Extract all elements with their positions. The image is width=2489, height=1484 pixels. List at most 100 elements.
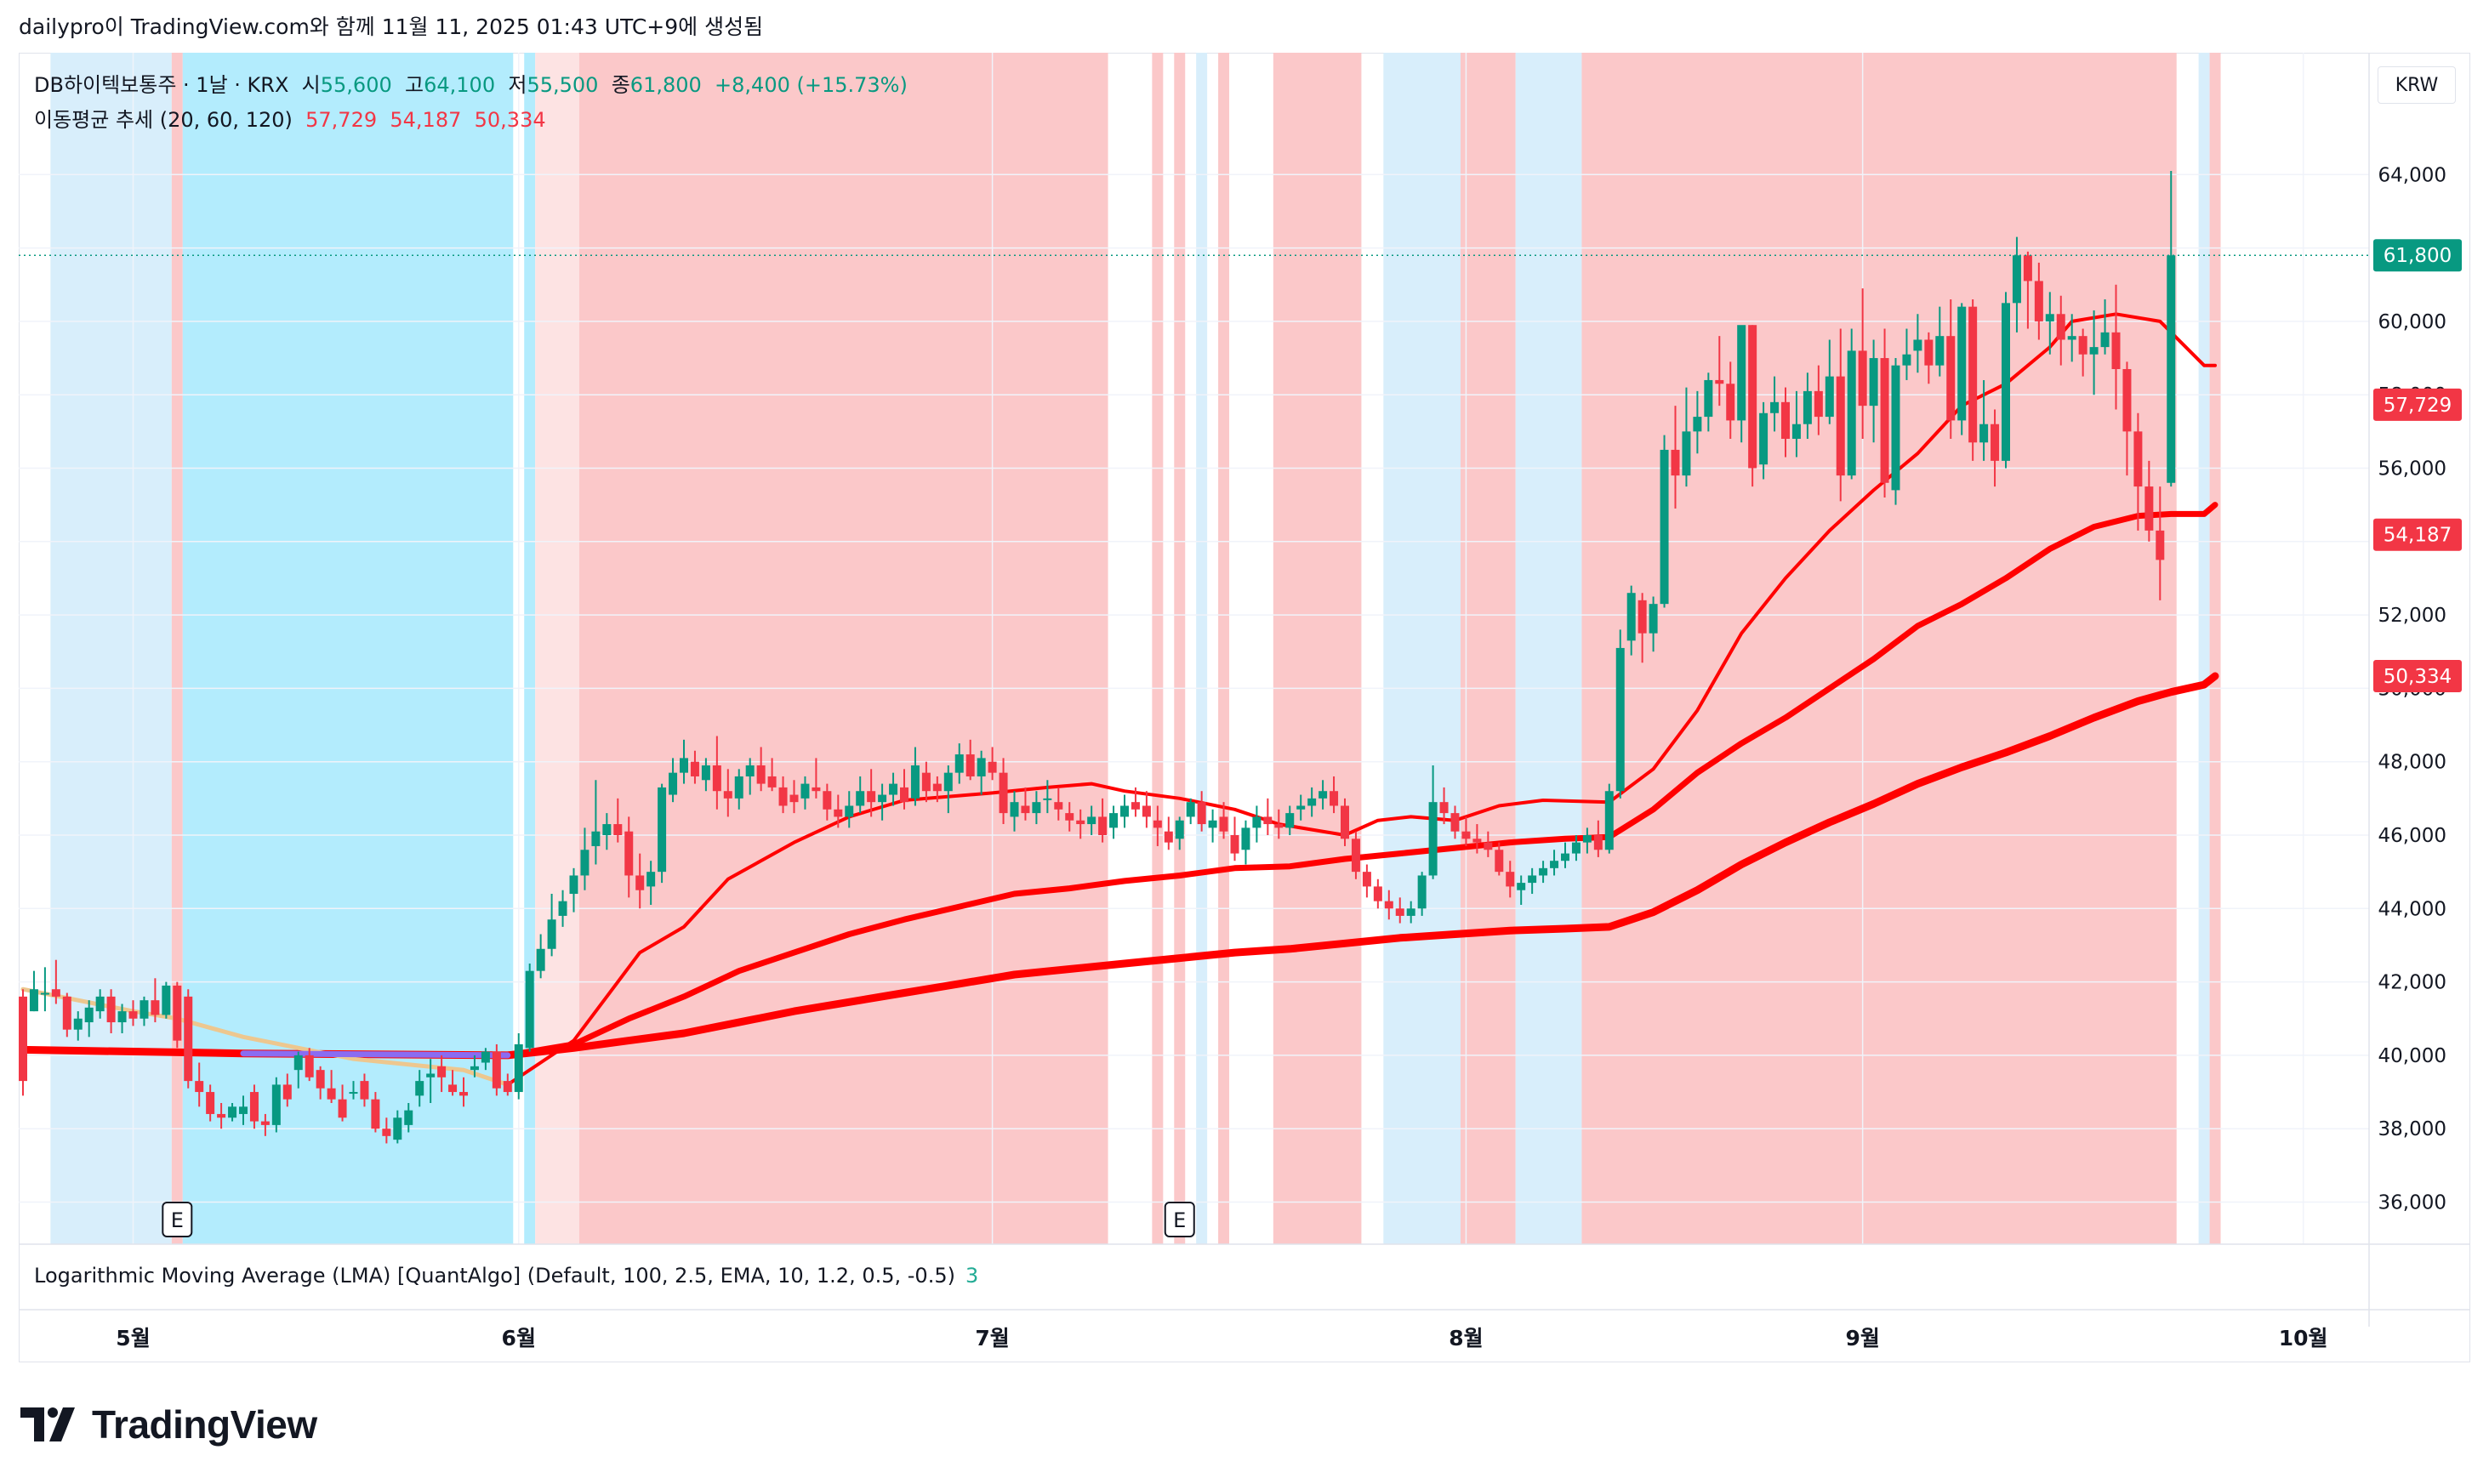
candle (1120, 794, 1129, 828)
candle-body (690, 761, 699, 776)
x-tick-label: 6월 (502, 1326, 536, 1350)
candle (613, 798, 623, 843)
indicator-title[interactable]: Logarithmic Moving Average (LMA) [QuantA… (34, 1264, 955, 1288)
candle (921, 761, 931, 803)
candle-body (1847, 350, 1856, 476)
candle (2144, 460, 2154, 542)
high-label: 고 (405, 73, 424, 97)
candle (965, 739, 975, 781)
candle (206, 1084, 215, 1122)
candle-body (1660, 449, 1669, 605)
open-value: 55,600 (320, 73, 392, 97)
candle (1208, 809, 1217, 843)
candle (1979, 379, 1989, 461)
candle (1495, 842, 1504, 876)
candle (1065, 802, 1074, 832)
candle (282, 1073, 292, 1107)
price-tag (2373, 659, 2462, 692)
candle (900, 769, 908, 810)
candle (151, 978, 160, 1023)
candle-body (2023, 255, 2032, 281)
candle (2067, 314, 2076, 362)
candle (371, 1092, 380, 1133)
candle (393, 1110, 402, 1144)
candle-body (293, 1055, 303, 1071)
x-tick-label: 8월 (1449, 1326, 1483, 1350)
y-tick-label: 52,000 (2378, 605, 2446, 627)
candle (1726, 361, 1735, 439)
earnings-marker[interactable]: E (1164, 1202, 1195, 1237)
currency-button[interactable]: KRW (2378, 66, 2456, 104)
candle-body (1208, 820, 1217, 828)
candle-body (1571, 842, 1581, 854)
open-label: 시 (301, 73, 321, 97)
candle-body (1582, 835, 1592, 843)
zone-bull (1152, 53, 1164, 1244)
candle (569, 867, 578, 913)
y-tick-label: 60,000 (2378, 311, 2446, 333)
candle-body (1825, 376, 1834, 418)
close-value: 61,800 (629, 73, 702, 97)
candle-body (282, 1084, 292, 1100)
candle-body (1649, 604, 1658, 634)
candle (2012, 236, 2021, 333)
candle-body (1362, 872, 1371, 887)
candle (1484, 831, 1493, 857)
candle-body (393, 1117, 402, 1140)
candle (1043, 780, 1052, 814)
candle (1230, 816, 1239, 861)
candle (415, 1070, 424, 1107)
candle-body (669, 772, 678, 795)
candle (745, 758, 755, 795)
candle-body (459, 1092, 468, 1096)
candle-body (1671, 449, 1680, 476)
candle-body (613, 824, 623, 835)
candle (1241, 820, 1250, 865)
earnings-marker[interactable]: E (162, 1202, 193, 1237)
candle-body (921, 772, 931, 792)
candle (2089, 310, 2099, 395)
candle-body (1384, 901, 1393, 909)
candle-body (1979, 424, 1989, 443)
zone-bear_light (1196, 53, 1208, 1244)
high-value: 64,100 (424, 73, 496, 97)
candle-body (845, 805, 854, 817)
candle-body (1472, 839, 1482, 843)
candle-body (889, 783, 898, 795)
candle (1847, 328, 1856, 480)
tradingview-logo-icon (20, 1407, 75, 1441)
candle-body (271, 1084, 281, 1125)
candle (1825, 339, 1834, 424)
candle-body (1164, 831, 1173, 843)
indicator-pane-legend: Logarithmic Moving Average (LMA) [QuantA… (34, 1264, 978, 1288)
close-label: 종 (611, 73, 630, 97)
candle (602, 813, 612, 850)
candle-body (19, 996, 27, 1082)
candle (1395, 897, 1404, 924)
low-label: 저 (508, 73, 527, 97)
chart-svg[interactable]: 36,000 38,000 40,000 42,000 44,000 46,000 48,0… (0, 0, 2489, 1378)
candle (756, 747, 766, 792)
candle (1032, 791, 1041, 825)
candle (834, 794, 843, 828)
candle-body (415, 1081, 424, 1096)
candle-body (569, 875, 578, 895)
symbol-title[interactable]: DB하이텍보통주 · 1날 · KRX (34, 73, 289, 97)
candle (1968, 299, 1978, 461)
candle-body (228, 1106, 237, 1118)
candle (954, 743, 964, 784)
candle (1362, 864, 1371, 898)
candle-body (867, 791, 876, 803)
candle-body (602, 824, 612, 835)
candle (1737, 325, 1746, 443)
candle-body (1991, 424, 2000, 461)
candle (128, 1000, 138, 1026)
candle (1406, 901, 1415, 924)
candle-body (1054, 802, 1063, 810)
candle (459, 1077, 468, 1107)
candle (62, 992, 71, 1038)
candle (404, 1102, 413, 1133)
candle-body (1615, 647, 1625, 792)
ma-indicator-name[interactable]: 이동평균 추세 (20, 60, 120) (34, 108, 293, 132)
candle (2056, 295, 2065, 366)
